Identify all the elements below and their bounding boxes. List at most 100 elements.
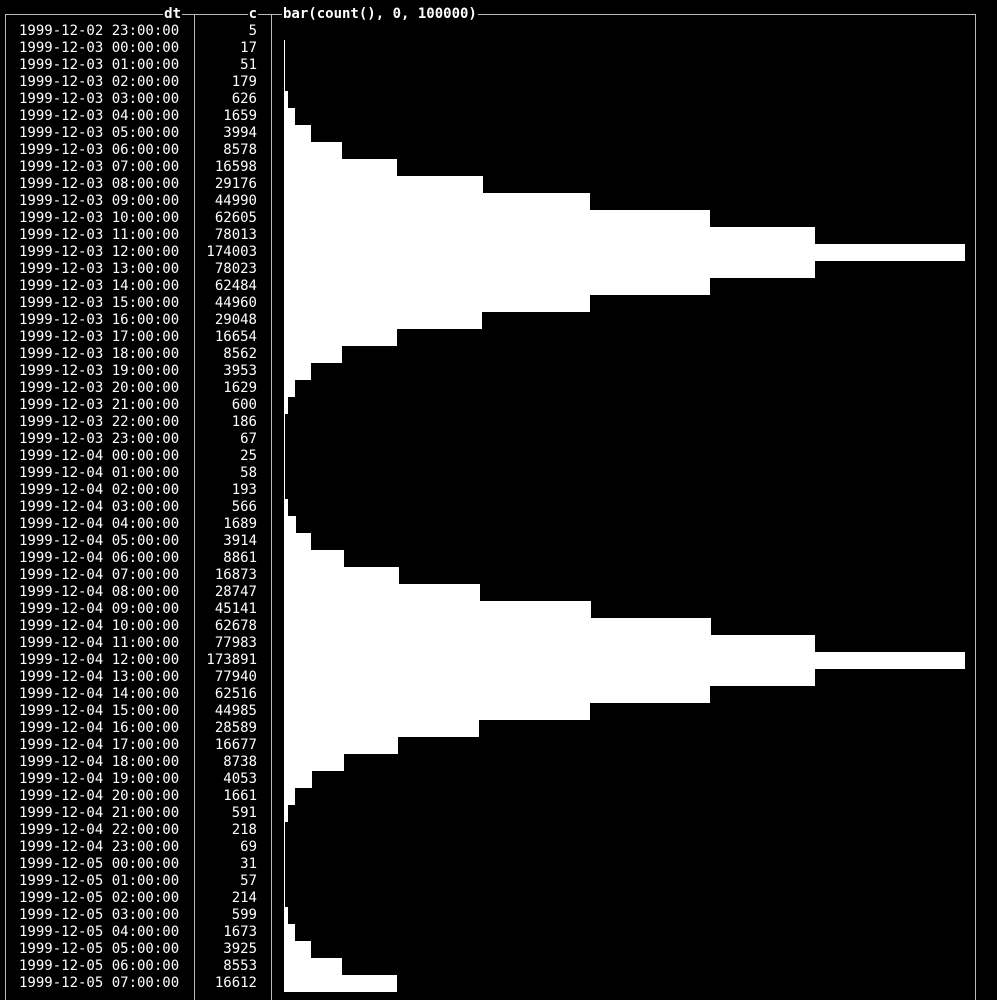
count-cell: 62678	[214, 618, 257, 634]
bar	[284, 550, 345, 567]
dt-cell: 1999-12-03 22:00:00	[19, 414, 180, 430]
count-cell: 3953	[223, 363, 257, 379]
bar	[284, 788, 296, 805]
dt-cell: 1999-12-05 01:00:00	[19, 873, 180, 889]
dt-cell: 1999-12-03 07:00:00	[19, 159, 180, 175]
count-cell: 62484	[214, 278, 257, 294]
dt-cell: 1999-12-05 06:00:00	[19, 958, 180, 974]
bar	[284, 618, 711, 635]
bar	[284, 142, 343, 159]
dt-cell: 1999-12-04 01:00:00	[19, 465, 180, 481]
dt-cell: 1999-12-04 08:00:00	[19, 584, 180, 600]
dt-cell: 1999-12-03 19:00:00	[19, 363, 180, 379]
dt-cell: 1999-12-04 09:00:00	[19, 601, 180, 617]
count-cell: 57	[240, 873, 257, 889]
frame-left	[5, 14, 6, 1000]
dt-cell: 1999-12-03 09:00:00	[19, 193, 180, 209]
bar	[284, 601, 592, 618]
dt-cell: 1999-12-04 20:00:00	[19, 788, 180, 804]
bar	[284, 125, 312, 142]
count-cell: 25	[240, 448, 257, 464]
header-dt: dt	[163, 6, 182, 23]
dt-cell: 1999-12-05 00:00:00	[19, 856, 180, 872]
bar	[284, 346, 343, 363]
dt-cell: 1999-12-04 07:00:00	[19, 567, 180, 583]
bar	[284, 635, 816, 652]
bar	[284, 805, 289, 822]
dt-cell: 1999-12-04 03:00:00	[19, 499, 180, 515]
count-cell: 17	[240, 40, 257, 56]
dt-cell: 1999-12-05 02:00:00	[19, 890, 180, 906]
count-cell: 16612	[214, 975, 257, 991]
dt-cell: 1999-12-03 12:00:00	[19, 244, 180, 260]
count-cell: 214	[231, 890, 257, 906]
frame-top	[5, 14, 975, 15]
count-cell: 69	[240, 839, 257, 855]
dt-cell: 1999-12-04 12:00:00	[19, 652, 180, 668]
count-cell: 16598	[214, 159, 257, 175]
dt-cell: 1999-12-04 19:00:00	[19, 771, 180, 787]
dt-cell: 1999-12-03 10:00:00	[19, 210, 180, 226]
count-cell: 591	[231, 805, 257, 821]
count-cell: 8553	[223, 958, 257, 974]
header-c: c	[247, 6, 258, 23]
bar	[284, 108, 296, 125]
dt-cell: 1999-12-04 11:00:00	[19, 635, 180, 651]
bar	[284, 193, 591, 210]
column-separator	[271, 14, 272, 1000]
bar	[284, 210, 711, 227]
bar	[284, 91, 289, 108]
dt-cell: 1999-12-03 00:00:00	[19, 40, 180, 56]
bar	[284, 397, 289, 414]
count-cell: 44960	[214, 295, 257, 311]
count-cell: 62516	[214, 686, 257, 702]
count-cell: 1661	[223, 788, 257, 804]
count-cell: 29048	[214, 312, 257, 328]
bar	[284, 176, 483, 193]
bar	[284, 754, 344, 771]
count-cell: 8738	[223, 754, 257, 770]
dt-cell: 1999-12-04 10:00:00	[19, 618, 180, 634]
dt-cell: 1999-12-03 06:00:00	[19, 142, 180, 158]
count-cell: 28747	[214, 584, 257, 600]
dt-cell: 1999-12-03 21:00:00	[19, 397, 180, 413]
dt-cell: 1999-12-04 18:00:00	[19, 754, 180, 770]
count-cell: 179	[231, 74, 257, 90]
dt-cell: 1999-12-04 14:00:00	[19, 686, 180, 702]
bar	[284, 482, 286, 499]
count-cell: 62605	[214, 210, 257, 226]
bar	[284, 380, 296, 397]
bar	[284, 533, 311, 550]
count-cell: 3925	[223, 941, 257, 957]
bar	[284, 584, 480, 601]
dt-cell: 1999-12-04 02:00:00	[19, 482, 180, 498]
count-cell: 599	[231, 907, 257, 923]
count-cell: 77940	[214, 669, 257, 685]
dt-cell: 1999-12-03 17:00:00	[19, 329, 180, 345]
dt-cell: 1999-12-03 08:00:00	[19, 176, 180, 192]
bar	[284, 567, 399, 584]
count-cell: 566	[231, 499, 257, 515]
count-cell: 8861	[223, 550, 257, 566]
count-cell: 77983	[214, 635, 257, 651]
count-cell: 1629	[223, 380, 257, 396]
bar	[284, 516, 296, 533]
bar	[284, 703, 591, 720]
count-cell: 29176	[214, 176, 257, 192]
dt-cell: 1999-12-03 02:00:00	[19, 74, 180, 90]
dt-cell: 1999-12-03 01:00:00	[19, 57, 180, 73]
dt-cell: 1999-12-04 15:00:00	[19, 703, 180, 719]
bar	[284, 669, 815, 686]
bar	[284, 159, 398, 176]
dt-cell: 1999-12-04 04:00:00	[19, 516, 180, 532]
dt-cell: 1999-12-05 04:00:00	[19, 924, 180, 940]
bar	[284, 74, 286, 91]
bar	[284, 295, 591, 312]
count-cell: 193	[231, 482, 257, 498]
dt-cell: 1999-12-03 15:00:00	[19, 295, 180, 311]
bar	[284, 499, 288, 516]
dt-cell: 1999-12-03 14:00:00	[19, 278, 180, 294]
count-cell: 173891	[206, 652, 257, 668]
dt-cell: 1999-12-04 00:00:00	[19, 448, 180, 464]
dt-cell: 1999-12-03 13:00:00	[19, 261, 180, 277]
